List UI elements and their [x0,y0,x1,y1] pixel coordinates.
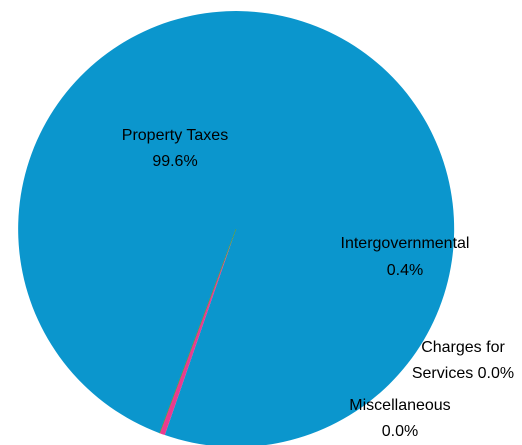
label-charges-line1: Charges for [421,339,505,356]
label-intergovernmental-name: Intergovernmental [341,235,470,252]
label-property-taxes-value: 99.6% [152,153,197,170]
pie-slice-miscellaneous [159,228,237,434]
label-charges-line2: Services 0.0% [412,365,514,382]
pie-slices [18,11,455,445]
label-property-taxes-name: Property Taxes [122,127,228,144]
pie-labels: Property Taxes 99.6% Intergovernmental 0… [122,127,514,440]
label-miscellaneous-value: 0.0% [382,423,418,440]
label-intergovernmental-value: 0.4% [387,262,423,279]
label-miscellaneous-name: Miscellaneous [349,397,450,414]
pie-slice-property-taxes [18,11,455,445]
